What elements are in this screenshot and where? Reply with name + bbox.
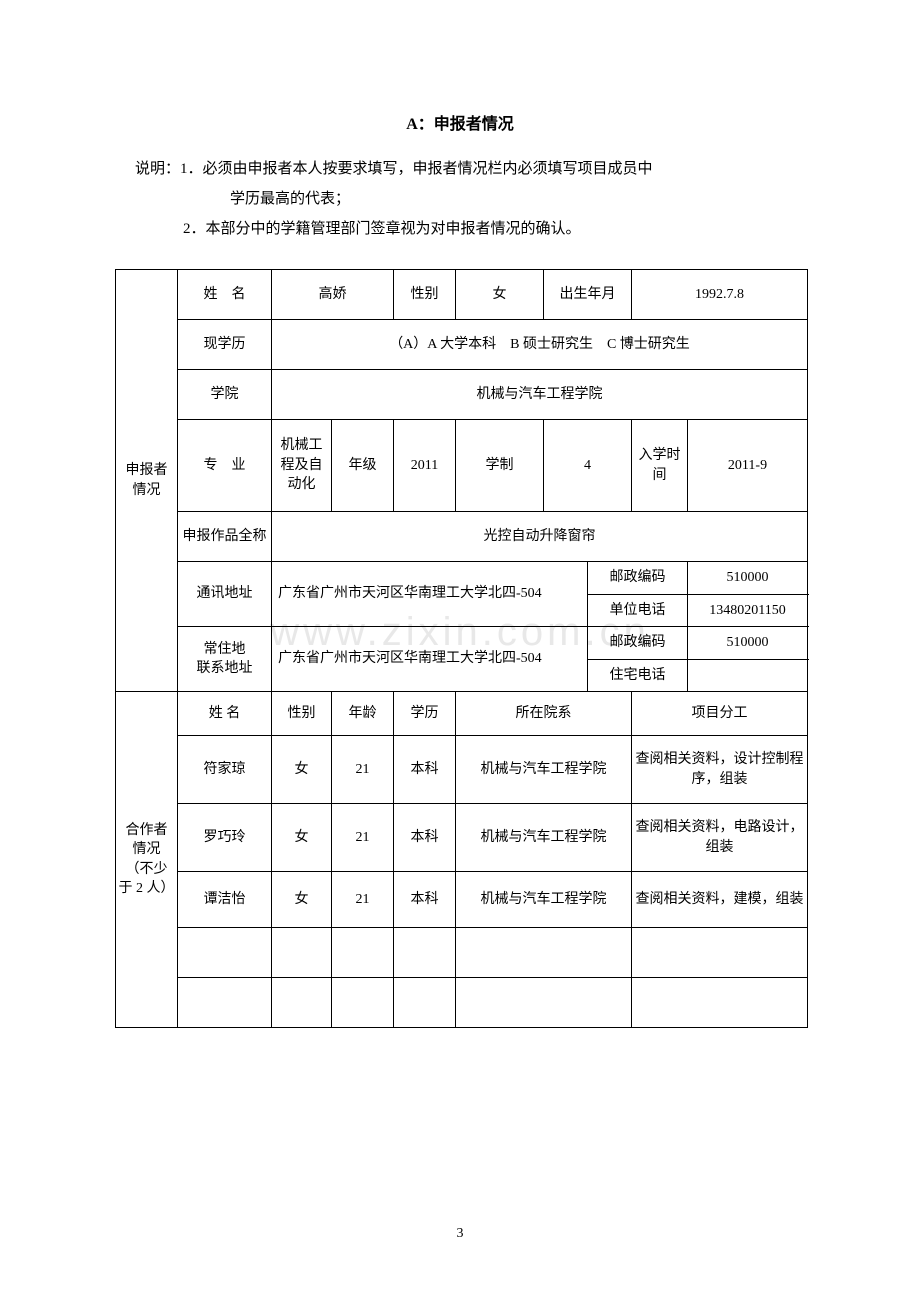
collab-2-age: 21: [332, 872, 394, 928]
label-system: 学制: [456, 420, 544, 512]
label-work: 申报作品全称: [178, 512, 272, 562]
value-name: 高娇: [272, 270, 394, 320]
label-address: 通讯地址: [178, 562, 272, 627]
section-title: A：申报者情况: [115, 110, 805, 134]
label-current-edu: 现学历: [178, 320, 272, 370]
collab-h-gender: 性别: [272, 692, 332, 736]
collab-h-dept: 所在院系: [456, 692, 632, 736]
collab-3-age: [332, 928, 394, 978]
value-system: 4: [544, 420, 632, 512]
collab-section-label: 合作者 情况 （不少 于 2 人）: [116, 692, 178, 1028]
collab-0-role: 查阅相关资料，设计控制程序，组装: [632, 736, 808, 804]
value-unit-phone: 13480201150: [688, 594, 808, 627]
label-major: 专 业: [178, 420, 272, 512]
collab-4-age: [332, 978, 394, 1028]
collab-1-gender: 女: [272, 804, 332, 872]
value-current-edu: （A）A 大学本科 B 硕士研究生 C 博士研究生: [272, 320, 808, 370]
collab-h-age: 年龄: [332, 692, 394, 736]
collab-4-gender: [272, 978, 332, 1028]
collab-3-edu: [394, 928, 456, 978]
collab-h-edu: 学历: [394, 692, 456, 736]
label-postcode: 邮政编码: [588, 562, 688, 595]
value-res-postcode: 510000: [688, 627, 808, 660]
collab-2-edu: 本科: [394, 872, 456, 928]
collab-0-gender: 女: [272, 736, 332, 804]
collab-3-role: [632, 928, 808, 978]
collab-4-role: [632, 978, 808, 1028]
instructions-block: 说明：1．必须由申报者本人按要求填写，申报者情况栏内必须填写项目成员中 学历最高…: [115, 154, 805, 244]
instruction-line-1: 说明：1．必须由申报者本人按要求填写，申报者情况栏内必须填写项目成员中: [115, 154, 805, 184]
collab-1-name: 罗巧玲: [178, 804, 272, 872]
label-grade: 年级: [332, 420, 394, 512]
instruction-line-2: 学历最高的代表；: [115, 184, 805, 214]
label-college: 学院: [178, 370, 272, 420]
value-birth: 1992.7.8: [632, 270, 808, 320]
collab-0-dept: 机械与汽车工程学院: [456, 736, 632, 804]
collab-3-dept: [456, 928, 632, 978]
value-res-address: 广东省广州市天河区华南理工大学北四-504: [272, 627, 588, 692]
page-number: 3: [0, 1226, 920, 1242]
value-grade: 2011: [394, 420, 456, 512]
collab-h-name: 姓 名: [178, 692, 272, 736]
instruction-line-3: 2．本部分中的学籍管理部门签章视为对申报者情况的确认。: [115, 214, 805, 244]
collab-1-dept: 机械与汽车工程学院: [456, 804, 632, 872]
value-enroll: 2011-9: [688, 420, 808, 512]
label-home-phone: 住宅电话: [588, 659, 688, 692]
collab-3-gender: [272, 928, 332, 978]
value-gender: 女: [456, 270, 544, 320]
collab-2-dept: 机械与汽车工程学院: [456, 872, 632, 928]
collab-0-age: 21: [332, 736, 394, 804]
collab-1-age: 21: [332, 804, 394, 872]
label-unit-phone: 单位电话: [588, 594, 688, 627]
label-name: 姓 名: [178, 270, 272, 320]
collab-2-gender: 女: [272, 872, 332, 928]
collab-2-role: 查阅相关资料，建模，组装: [632, 872, 808, 928]
collab-4-name: [178, 978, 272, 1028]
collab-4-dept: [456, 978, 632, 1028]
label-res-postcode: 邮政编码: [588, 627, 688, 660]
applicant-table: 申报者 情况 姓 名 高娇 性别 女 出生年月 1992.7.8 现学历 （A）…: [115, 269, 808, 1028]
collab-1-role: 查阅相关资料，电路设计，组装: [632, 804, 808, 872]
collab-1-edu: 本科: [394, 804, 456, 872]
value-college: 机械与汽车工程学院: [272, 370, 808, 420]
value-address: 广东省广州市天河区华南理工大学北四-504: [272, 562, 588, 627]
label-birth: 出生年月: [544, 270, 632, 320]
label-enroll: 入学时间: [632, 420, 688, 512]
value-major: 机械工程及自动化: [272, 420, 332, 512]
value-postcode: 510000: [688, 562, 808, 595]
label-res-address: 常住地 联系地址: [178, 627, 272, 692]
collab-0-edu: 本科: [394, 736, 456, 804]
collab-h-role: 项目分工: [632, 692, 808, 736]
collab-2-name: 谭洁怡: [178, 872, 272, 928]
value-home-phone: [688, 659, 808, 692]
label-gender: 性别: [394, 270, 456, 320]
collab-0-name: 符家琼: [178, 736, 272, 804]
collab-3-name: [178, 928, 272, 978]
applicant-section-label: 申报者 情况: [116, 270, 178, 692]
collab-4-edu: [394, 978, 456, 1028]
value-work: 光控自动升降窗帘: [272, 512, 808, 562]
